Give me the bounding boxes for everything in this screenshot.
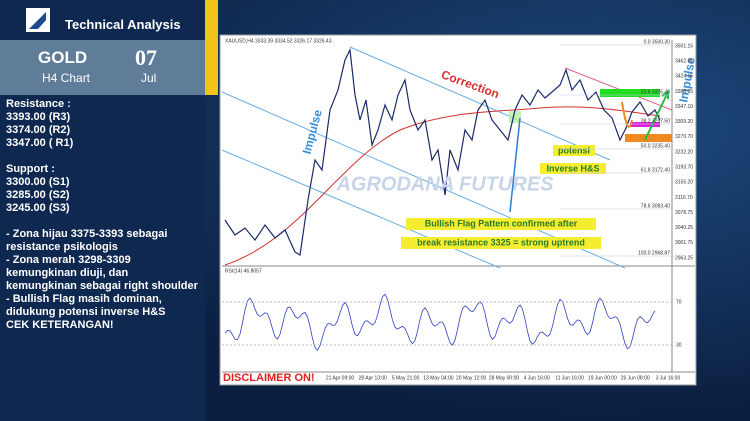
note: - Bullish Flag masih dominan, didukung p… xyxy=(6,293,166,318)
annotation: Inverse H&S xyxy=(546,163,599,173)
chart-frame xyxy=(219,34,697,386)
price-label: 3078.75 xyxy=(675,210,693,216)
breakout-zone xyxy=(509,111,521,123)
price-line xyxy=(224,47,661,256)
time-label: 28 Apr 13:00 xyxy=(359,375,388,381)
label-box xyxy=(540,163,606,174)
header-box: GOLD H4 Chart 07 Jul xyxy=(0,40,205,95)
accent-strip xyxy=(205,0,218,95)
time-label: 28 May 00:00 xyxy=(489,375,520,381)
resistance-heading: Resistance : xyxy=(6,98,71,110)
price-label: 3385.65 xyxy=(675,89,693,95)
time-label: 19 Jun 00:00 xyxy=(588,375,617,381)
chart-info: XAUUSD,H4 3333.39 3334.52 3326.17 3326.4… xyxy=(225,38,332,44)
support-level: 3300.00 (S1) xyxy=(6,176,70,188)
right-shoulder-zone xyxy=(630,122,660,127)
rsi-label: RSI(14) 46.8057 xyxy=(225,268,262,274)
breakout-arrow xyxy=(509,117,521,213)
label-box xyxy=(401,237,601,249)
time-label: 13 May 04:00 xyxy=(423,375,454,381)
fib-label: 23.6 3376.40 xyxy=(641,89,670,95)
price-label: 3347.10 xyxy=(675,104,693,110)
time-label: 26 Jun 08:00 xyxy=(621,375,650,381)
month: Jul xyxy=(141,71,157,85)
fib-label: 100.0 2968.87 xyxy=(638,250,670,256)
levels-panel: Resistance : 3393.00 (R3) 3374.00 (R2) 3… xyxy=(0,95,205,421)
price-label: 3040.25 xyxy=(675,225,693,231)
symbol: GOLD xyxy=(38,48,88,67)
support-level: 3245.00 (S3) xyxy=(6,202,70,214)
support-heading: Support : xyxy=(6,163,55,175)
price-label: 3501.15 xyxy=(675,43,693,49)
price-label: 3193.70 xyxy=(675,164,693,170)
note: CEK KETERANGAN! xyxy=(6,319,114,331)
price-label: 3155.20 xyxy=(675,180,693,186)
price-label: 3116.70 xyxy=(675,195,693,201)
price-label: 3462.60 xyxy=(675,58,693,64)
annotation: Bullish Flag Pattern confirmed after xyxy=(425,218,578,228)
label-box xyxy=(406,218,596,230)
resistance-zone xyxy=(600,89,660,97)
time-label: 4 Jun 16:00 xyxy=(524,375,550,381)
time-label: 21 Apr 09:00 xyxy=(326,375,355,381)
disclaimer: DISCLAIMER ON! xyxy=(223,372,315,384)
rsi-level: 30 xyxy=(676,342,682,348)
rsi-line xyxy=(224,293,656,351)
head-curve xyxy=(621,101,633,128)
time-label: 5 May 21:00 xyxy=(392,375,420,381)
time-label: 20 May 12:00 xyxy=(456,375,487,381)
price-label: 2963.25 xyxy=(675,255,693,261)
price-label: 3232.20 xyxy=(675,149,693,155)
time-label: 11 Jun 16:00 xyxy=(555,375,584,381)
target-arrow xyxy=(644,90,669,141)
day: 07 xyxy=(135,45,157,70)
watermark: AGRODANA FUTURES xyxy=(335,173,554,195)
label-box xyxy=(553,145,595,156)
time-label: 3 Jul 16:00 xyxy=(656,375,681,381)
resistance-level: 3347.00 ( R1) xyxy=(6,137,74,149)
fib-label: 50.0 3235.40 xyxy=(641,143,670,149)
resistance-level: 3393.00 (R3) xyxy=(6,111,71,123)
fib-label: 0.0 3500.30 xyxy=(644,39,671,45)
price-label: 3424.15 xyxy=(675,74,693,80)
title: Technical Analysis xyxy=(65,17,181,32)
note: - Zona merah 3298-3309 kemungkinan diuji… xyxy=(6,254,198,292)
header-bar: Technical Analysis xyxy=(0,0,205,40)
price-label: 3270.70 xyxy=(675,134,693,140)
logo xyxy=(26,8,50,32)
annotation: break resistance 3325 = strong uptrend xyxy=(417,237,585,247)
note: - Zona hijau 3375-3393 sebagai resistanc… xyxy=(6,228,168,253)
fib-label: 38.2 3297.50 xyxy=(641,118,670,124)
support-level: 3285.00 (S2) xyxy=(6,189,70,201)
fib-label: 78.6 3083.40 xyxy=(641,203,670,209)
annotation: potensi xyxy=(558,145,590,155)
price-label: 3309.20 xyxy=(675,119,693,125)
timeframe: H4 Chart xyxy=(42,71,91,85)
rsi-level: 70 xyxy=(676,299,682,305)
resistance-level: 3374.00 (R2) xyxy=(6,124,71,136)
fib-label: 61.8 3172.40 xyxy=(641,167,670,173)
price-label: 3001.75 xyxy=(675,240,693,246)
support-zone xyxy=(625,134,672,142)
